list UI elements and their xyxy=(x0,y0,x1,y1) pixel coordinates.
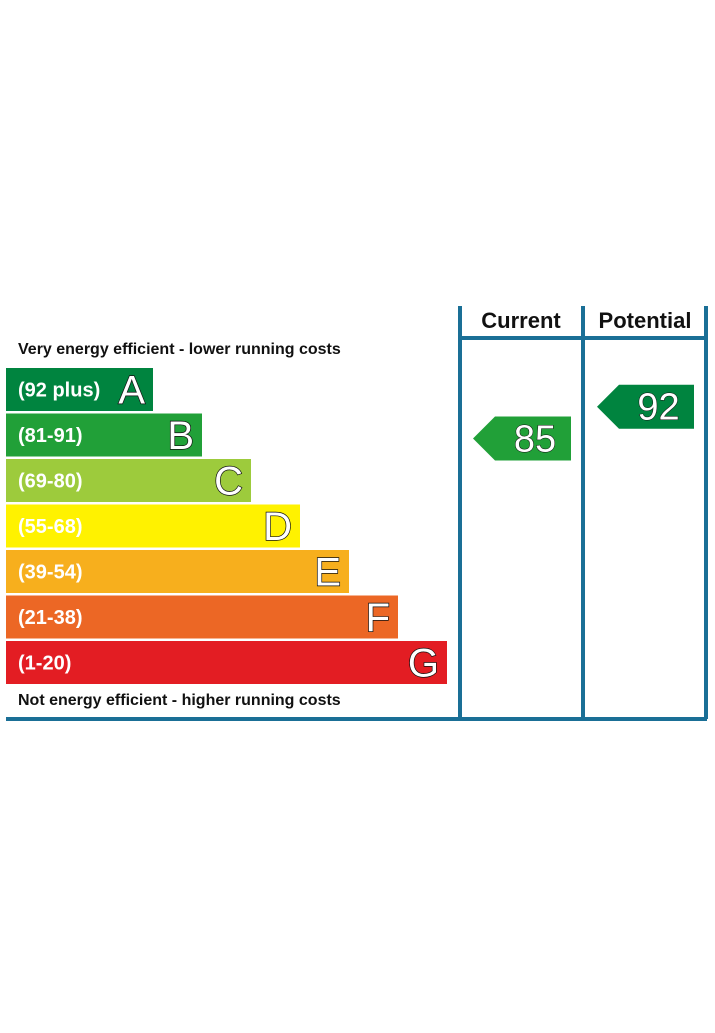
rating-bands: (92 plus) A (81-91) B (69-80) C (55-68) D (39-54… xyxy=(6,368,447,686)
band-b-bar xyxy=(6,413,202,457)
bottom-caption: Not energy efficient - higher running co… xyxy=(18,692,341,709)
band-g-letter: G xyxy=(408,642,439,686)
band-d-range: (55-68) xyxy=(18,516,82,538)
band-d-letter: D xyxy=(263,505,292,549)
rating-arrows: 85 92 xyxy=(473,384,694,461)
band-a-bar xyxy=(6,368,153,411)
band-c-bar xyxy=(6,459,251,502)
top-caption: Very energy efficient - lower running co… xyxy=(18,341,341,358)
band-e-letter: E xyxy=(314,551,341,595)
band-g-range: (1-20) xyxy=(18,653,71,675)
band-e-bar xyxy=(6,550,349,593)
band-d-bar xyxy=(6,504,300,548)
chart-frame xyxy=(6,306,708,721)
current-rating-arrow xyxy=(473,416,571,461)
band-b-range: (81-91) xyxy=(18,425,82,447)
band-a-range: (92 plus) xyxy=(18,380,100,402)
column-header-current: Current xyxy=(481,308,561,333)
band-a-letter: A xyxy=(118,369,145,413)
band-g-bar xyxy=(6,641,447,684)
potential-rating-value: 92 xyxy=(637,387,679,429)
band-c-range: (69-80) xyxy=(18,471,82,493)
band-f-bar xyxy=(6,595,398,639)
band-c-letter: C xyxy=(214,460,243,504)
band-f-letter: F xyxy=(366,596,390,640)
band-b-letter: B xyxy=(167,414,194,458)
column-header-potential: Potential xyxy=(599,308,692,333)
band-f-range: (21-38) xyxy=(18,607,82,629)
potential-rating-arrow xyxy=(597,384,694,429)
current-rating-value: 85 xyxy=(514,418,556,460)
band-e-range: (39-54) xyxy=(18,562,82,584)
